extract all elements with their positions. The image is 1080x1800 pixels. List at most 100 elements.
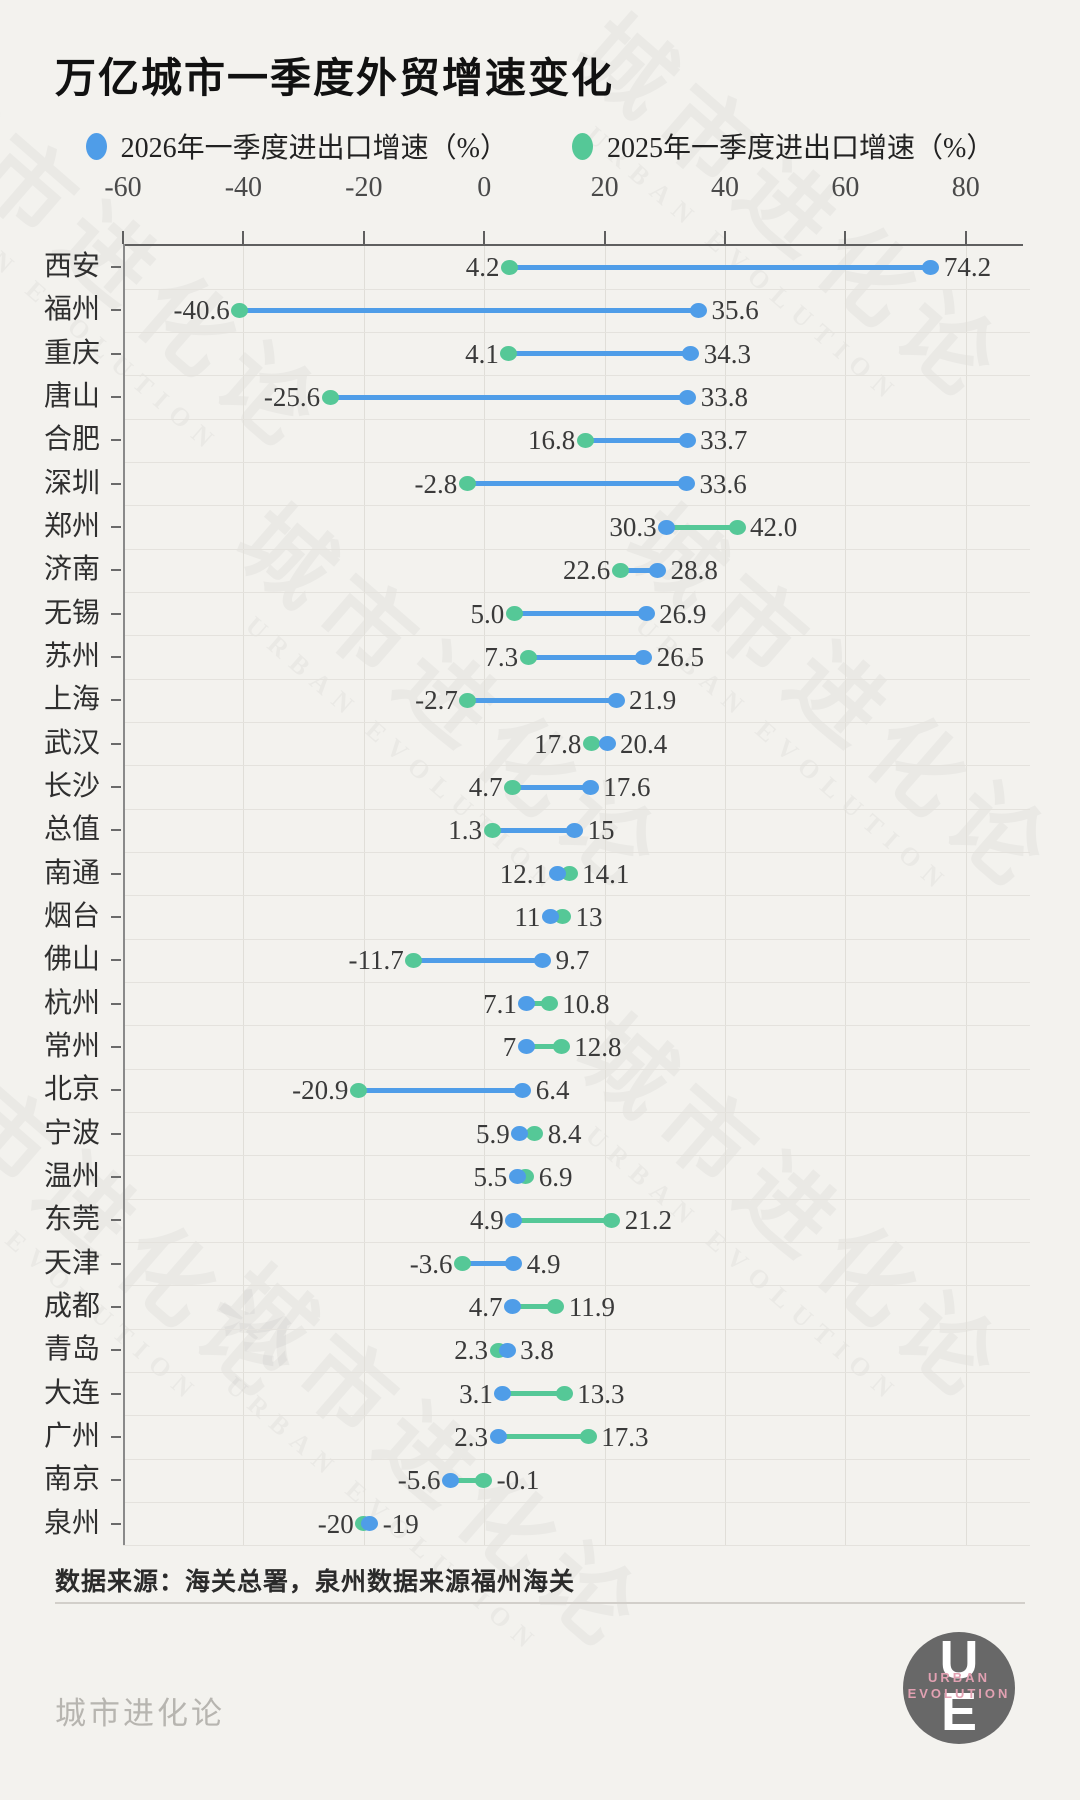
city-tick-mark [111, 829, 121, 832]
value-label-right: 6.9 [538, 1161, 573, 1192]
value-label-right: 26.5 [656, 642, 704, 672]
value-label-left: -25.6 [263, 382, 321, 412]
value-label-left: 7 [502, 1031, 517, 1062]
dot-2026-blue [517, 1039, 535, 1055]
city-label: 大连 [43, 1377, 100, 1409]
dot-2026-blue [658, 519, 676, 535]
dot-2026-blue [678, 432, 696, 448]
city-tick-mark [111, 352, 121, 355]
dot-2026-blue [607, 692, 625, 708]
dumbbell-line [492, 827, 575, 833]
value-label-left: 4.7 [468, 772, 503, 802]
gridline-horizontal [123, 981, 1030, 983]
value-label-left: 22.6 [563, 555, 611, 586]
value-label-left: 4.9 [469, 1205, 504, 1236]
value-label-right: 10.8 [562, 988, 610, 1019]
dumbbell-line [358, 1087, 523, 1093]
value-label-right: 34.3 [703, 338, 751, 369]
city-tick-mark [111, 1045, 121, 1048]
y-axis-line [123, 244, 125, 1545]
city-label: 广州 [43, 1420, 100, 1452]
dot-2026-blue [518, 996, 536, 1012]
value-label-left: 2.3 [454, 1335, 488, 1366]
gridline-horizontal [123, 895, 1030, 897]
axis-tick [242, 231, 245, 244]
dot-2025-green [728, 519, 746, 535]
value-label-left: 4.7 [468, 1291, 503, 1322]
city-tick-mark [111, 1262, 121, 1265]
dot-2026-blue [566, 822, 583, 838]
dumbbell-line [512, 1304, 556, 1310]
value-label-left: -40.6 [173, 295, 230, 326]
gridline-horizontal [123, 635, 1030, 637]
gridline-horizontal [123, 1155, 1030, 1157]
value-label-right: 9.7 [555, 945, 590, 976]
value-label-right: 42.0 [750, 512, 798, 542]
city-tick-mark [111, 742, 121, 745]
city-label: 济南 [43, 554, 100, 586]
value-label-left: 3.1 [459, 1378, 493, 1409]
dot-2025-green [475, 1472, 493, 1488]
gridline-horizontal [123, 851, 1030, 853]
city-tick-mark [111, 1175, 121, 1178]
city-tick-mark [111, 482, 121, 485]
value-label-right: 35.6 [711, 295, 759, 326]
dumbbell-line [330, 394, 688, 400]
city-tick-mark [111, 699, 121, 702]
dot-2026-blue [505, 1212, 523, 1228]
city-label: 上海 [43, 684, 100, 716]
value-label-right: 3.8 [520, 1335, 554, 1366]
axis-tick-label: -60 [104, 172, 142, 203]
city-label: 青岛 [43, 1334, 100, 1366]
city-tick-mark [111, 1089, 121, 1092]
city-tick-mark [111, 266, 121, 268]
dot-2025-green [231, 302, 249, 318]
dot-2026-blue [598, 736, 616, 752]
gridline-horizontal [123, 1198, 1030, 1200]
axis-tick [483, 231, 486, 244]
dot-2025-green [500, 346, 518, 362]
gridline-horizontal [123, 461, 1030, 463]
city-label: 长沙 [43, 771, 100, 802]
gridline-horizontal [123, 505, 1030, 507]
legend-label-2025: 2025年一季度进出口增速（%） [607, 133, 995, 164]
value-label-left: 16.8 [528, 425, 576, 456]
dumbbell-line [502, 1391, 565, 1397]
value-label-right: 74.2 [943, 252, 992, 282]
value-label-right: 12.8 [574, 1031, 622, 1062]
dot-2025-green [555, 1386, 573, 1402]
dot-2025-green [547, 1299, 565, 1315]
city-label: 福州 [43, 294, 100, 326]
dumbbell-line [413, 957, 543, 963]
gridline-horizontal [123, 375, 1030, 377]
gridline-horizontal [123, 1025, 1030, 1027]
dot-2026-blue [649, 562, 667, 578]
value-label-left: 11 [514, 901, 541, 932]
city-tick-mark [111, 1305, 121, 1308]
dumbbell-line [620, 567, 658, 573]
gridline-horizontal [123, 1458, 1030, 1460]
city-label: 南通 [43, 857, 100, 889]
dot-2025-green [454, 1256, 471, 1272]
value-label-left: 7.3 [484, 642, 519, 672]
axis-tick-label: 60 [831, 172, 860, 203]
city-tick-mark [111, 526, 121, 528]
city-label: 深圳 [43, 467, 100, 499]
axis-tick-label: 80 [951, 172, 980, 203]
city-tick-mark [111, 1522, 121, 1525]
gridline-horizontal [123, 1371, 1030, 1373]
value-label-right: 8.4 [547, 1118, 582, 1149]
dumbbell-line [498, 1434, 589, 1440]
gridline-horizontal [123, 1241, 1030, 1243]
city-tick-mark [111, 569, 121, 572]
value-label-right: 11.9 [568, 1291, 616, 1322]
city-label: 郑州 [43, 511, 100, 542]
dumbbell-line [585, 437, 687, 443]
dot-2026-blue [548, 866, 566, 882]
city-label: 北京 [43, 1074, 100, 1106]
city-tick-mark [111, 309, 121, 312]
value-label-left: -20.9 [292, 1075, 349, 1106]
value-label-right: 21.2 [624, 1205, 673, 1236]
value-label-right: 17.6 [603, 772, 651, 802]
